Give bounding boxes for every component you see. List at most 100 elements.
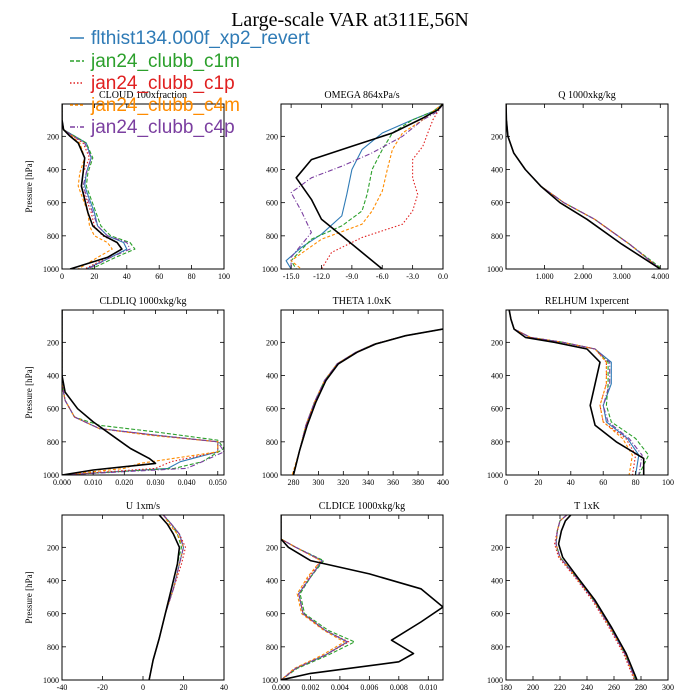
y-tick-label: 200 <box>266 132 278 141</box>
series-line-5 <box>62 104 123 269</box>
y-tick-label: 600 <box>491 405 503 414</box>
x-tick-label: 260 <box>608 683 620 692</box>
y-tick-label: 800 <box>47 438 59 447</box>
series-line-5 <box>281 515 443 680</box>
y-tick-label: 800 <box>47 643 59 652</box>
y-tick-label: 800 <box>491 643 503 652</box>
panel-8: 180 200 220 240 260 280 300 200 400 600 800 1000 T 1… <box>487 501 674 692</box>
series-line-5 <box>506 104 661 269</box>
y-tick-label: 1000 <box>43 265 59 274</box>
plot-frame <box>280 103 444 270</box>
x-tick-label: 0.030 <box>146 478 164 487</box>
y-tick-label: 200 <box>491 543 503 552</box>
panel-2: 1.000 2.000 3.000 4.000 200 400 600 800 1000 Q 10… <box>487 90 669 281</box>
plot-frame <box>61 103 225 270</box>
y-tick-label: 600 <box>266 405 278 414</box>
x-tick-label: -15.0 <box>283 272 300 281</box>
y-tick-label: 400 <box>266 372 278 381</box>
panel-6-lines <box>148 515 187 680</box>
x-tick-label: 320 <box>337 478 349 487</box>
plot-frame <box>61 514 225 681</box>
series-line-4 <box>555 515 637 680</box>
x-tick-label: -40 <box>57 683 68 692</box>
series-line-0 <box>508 310 640 475</box>
y-tick-label: 400 <box>491 372 503 381</box>
y-tick-label: 600 <box>47 199 59 208</box>
series-line-4 <box>62 104 131 269</box>
x-tick-label: 20 <box>534 478 542 487</box>
y-tick-label: 400 <box>266 577 278 586</box>
y-tick-label: 800 <box>47 232 59 241</box>
y-tick-label: 600 <box>491 199 503 208</box>
series-line-3 <box>62 310 219 475</box>
x-tick-label: 280 <box>287 478 299 487</box>
panel-0-lines <box>62 104 136 269</box>
y-axis-label: Pressure [hPa] <box>24 366 34 418</box>
series-line-1 <box>506 104 663 269</box>
panel-title: OMEGA 864xPa/s <box>324 90 399 101</box>
panel-3: 0.000 0.010 0.020 0.030 0.040 0.050 200 400 600 8… <box>24 296 227 487</box>
x-tick-label: 80 <box>632 478 640 487</box>
y-tick-label: 400 <box>47 577 59 586</box>
panel-2-lines <box>506 104 663 269</box>
y-tick-label: 600 <box>47 610 59 619</box>
panel-7: 0.000 0.002 0.004 0.006 0.008 0.010 200 400 600 8… <box>262 501 444 692</box>
x-tick-label: 40 <box>567 478 575 487</box>
x-tick-label: 0 <box>504 478 508 487</box>
series-line-1 <box>281 515 356 680</box>
y-tick-label: 400 <box>491 577 503 586</box>
panel-1: -15.0 -12.0 -9.0 -6.0 -3.0 0.0 200 400 600 800 100… <box>262 90 448 281</box>
x-tick-label: 300 <box>662 683 674 692</box>
x-tick-label: 2.000 <box>574 272 592 281</box>
y-tick-label: 1000 <box>43 676 59 685</box>
x-tick-label: 100 <box>218 272 230 281</box>
x-tick-label: 180 <box>500 683 512 692</box>
series-line-2 <box>508 310 637 475</box>
series-line-0 <box>62 310 219 475</box>
plot-frame <box>505 514 669 681</box>
x-tick-label: 0.002 <box>301 683 319 692</box>
x-tick-label: 0.000 <box>53 478 71 487</box>
series-line-4 <box>281 515 348 680</box>
panel-title: RELHUM 1xpercent <box>545 296 629 307</box>
x-tick-label: 0.008 <box>390 683 408 692</box>
series-line-0 <box>506 104 661 269</box>
x-tick-label: -9.0 <box>346 272 359 281</box>
y-tick-label: 400 <box>47 372 59 381</box>
series-line-1 <box>508 310 650 475</box>
y-tick-label: 200 <box>47 543 59 552</box>
series-line-5 <box>292 328 443 475</box>
series-line-2 <box>554 515 635 680</box>
x-tick-label: -6.0 <box>376 272 389 281</box>
plot-frame <box>280 514 444 681</box>
y-tick-label: 800 <box>266 438 278 447</box>
y-tick-label: 1000 <box>262 471 278 480</box>
panel-title: T 1xK <box>574 501 600 512</box>
y-tick-label: 200 <box>491 132 503 141</box>
x-tick-label: 340 <box>362 478 374 487</box>
panel-title: CLDLIQ 1000xkg/kg <box>100 296 187 307</box>
x-tick-label: 20 <box>180 683 188 692</box>
y-tick-label: 800 <box>266 643 278 652</box>
panel-title: U 1xm/s <box>126 501 160 512</box>
series-line-1 <box>290 104 443 269</box>
y-tick-label: 200 <box>491 338 503 347</box>
x-tick-label: 4.000 <box>651 272 669 281</box>
y-tick-label: 200 <box>47 132 59 141</box>
x-tick-label: 20 <box>90 272 98 281</box>
panel-4: 280 300 320 340 360 380 400 200 400 600 800 1000 THE… <box>262 296 449 487</box>
y-tick-label: 600 <box>491 610 503 619</box>
panel-5: 0 20 40 60 80 100 200 400 600 800 1000 RELHUM 1xper… <box>487 296 674 487</box>
x-tick-label: 380 <box>412 478 424 487</box>
series-line-4 <box>508 310 643 475</box>
y-tick-label: 1000 <box>262 265 278 274</box>
panel-title: CLDICE 1000xkg/kg <box>319 501 405 512</box>
y-tick-label: 1000 <box>487 676 503 685</box>
series-line-2 <box>62 310 219 475</box>
y-tick-label: 600 <box>266 610 278 619</box>
panel-7-lines <box>281 515 443 680</box>
panel-0: 0 20 40 60 80 100 200 400 600 800 1000 CLOUD 100xfr… <box>24 90 230 281</box>
series-line-4 <box>290 104 443 269</box>
series-line-5 <box>508 310 645 475</box>
x-tick-label: 240 <box>581 683 593 692</box>
